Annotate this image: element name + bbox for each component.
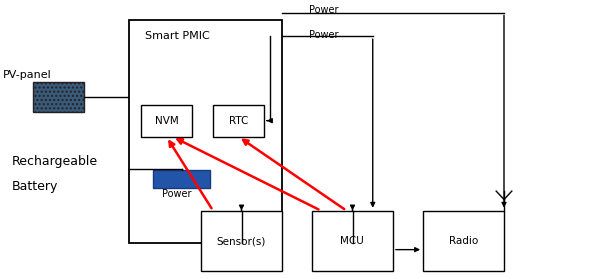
Bar bbox=[33, 82, 84, 112]
Text: MCU: MCU bbox=[340, 236, 364, 246]
Text: PV-panel: PV-panel bbox=[3, 70, 52, 80]
Text: NVM: NVM bbox=[155, 116, 179, 126]
Bar bbox=[213, 105, 264, 137]
Text: Smart PMIC: Smart PMIC bbox=[145, 31, 209, 41]
Text: Rechargeable: Rechargeable bbox=[12, 155, 98, 168]
Bar bbox=[141, 105, 192, 137]
Bar bbox=[153, 170, 210, 188]
Text: Power: Power bbox=[309, 5, 338, 15]
Bar bbox=[423, 211, 504, 271]
Text: Power: Power bbox=[309, 30, 338, 40]
Text: Radio: Radio bbox=[449, 236, 478, 246]
Bar bbox=[201, 211, 282, 271]
Text: RTC: RTC bbox=[229, 116, 248, 126]
Bar bbox=[129, 20, 282, 243]
Text: Power: Power bbox=[162, 189, 192, 199]
Bar bbox=[312, 211, 393, 271]
Text: Battery: Battery bbox=[12, 181, 58, 193]
Text: Sensor(s): Sensor(s) bbox=[217, 236, 266, 246]
